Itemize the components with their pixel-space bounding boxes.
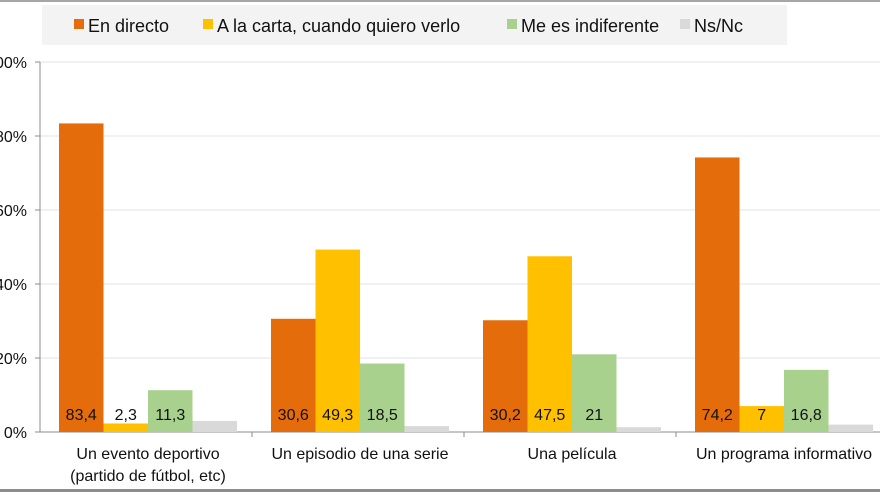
bar bbox=[784, 369, 829, 432]
legend-swatch bbox=[507, 19, 517, 29]
y-tick-label: 80% bbox=[0, 129, 27, 146]
legend-label: A la carta, cuando quiero verlo bbox=[217, 16, 460, 36]
bar bbox=[616, 427, 661, 432]
bar bbox=[695, 157, 740, 432]
legend-label: Ns/Nc bbox=[694, 16, 743, 36]
bar bbox=[103, 423, 148, 432]
bar bbox=[739, 406, 784, 432]
data-label: 47,5 bbox=[534, 407, 565, 424]
data-label: 30,2 bbox=[490, 407, 521, 424]
bar bbox=[192, 420, 237, 432]
x-category-label: Una película bbox=[528, 446, 617, 463]
data-label: 11,3 bbox=[155, 407, 185, 424]
legend bbox=[42, 5, 787, 45]
x-category-label: (partido de fútbol, etc) bbox=[70, 468, 226, 485]
data-label: 83,4 bbox=[66, 407, 97, 424]
x-category-label: Un episodio de una serie bbox=[271, 446, 448, 463]
y-tick-label: 0% bbox=[4, 425, 27, 442]
data-label: 74,2 bbox=[702, 407, 733, 424]
y-tick-label: 60% bbox=[0, 203, 27, 220]
data-label: 49,3 bbox=[322, 407, 353, 424]
x-category-label: Un evento deportivo bbox=[76, 446, 219, 463]
legend-label: Me es indiferente bbox=[521, 16, 659, 36]
legend-label: En directo bbox=[88, 16, 169, 36]
data-label: 30,6 bbox=[278, 407, 309, 424]
legend-swatch bbox=[74, 19, 84, 29]
y-tick-label: 100% bbox=[0, 55, 27, 72]
y-tick-label: 40% bbox=[0, 277, 27, 294]
bar bbox=[828, 424, 873, 432]
legend-swatch bbox=[680, 19, 690, 29]
bottom-frame bbox=[0, 489, 880, 492]
bar bbox=[527, 256, 572, 432]
bar bbox=[315, 249, 360, 432]
bar bbox=[572, 354, 617, 432]
bar bbox=[360, 363, 405, 432]
x-category-label: Un programa informativo bbox=[696, 446, 872, 463]
bar bbox=[271, 318, 316, 432]
bar bbox=[59, 123, 104, 433]
data-label: 7 bbox=[757, 407, 766, 424]
top-frame bbox=[0, 0, 880, 2]
bar bbox=[483, 320, 528, 432]
data-label: 2,3 bbox=[115, 407, 137, 424]
data-label: 18,5 bbox=[367, 407, 398, 424]
y-tick-label: 20% bbox=[0, 351, 27, 368]
bar bbox=[404, 426, 449, 432]
data-label: 16,8 bbox=[791, 407, 822, 424]
data-label: 21 bbox=[585, 407, 603, 424]
bar bbox=[148, 390, 193, 432]
legend-swatch bbox=[203, 19, 213, 29]
